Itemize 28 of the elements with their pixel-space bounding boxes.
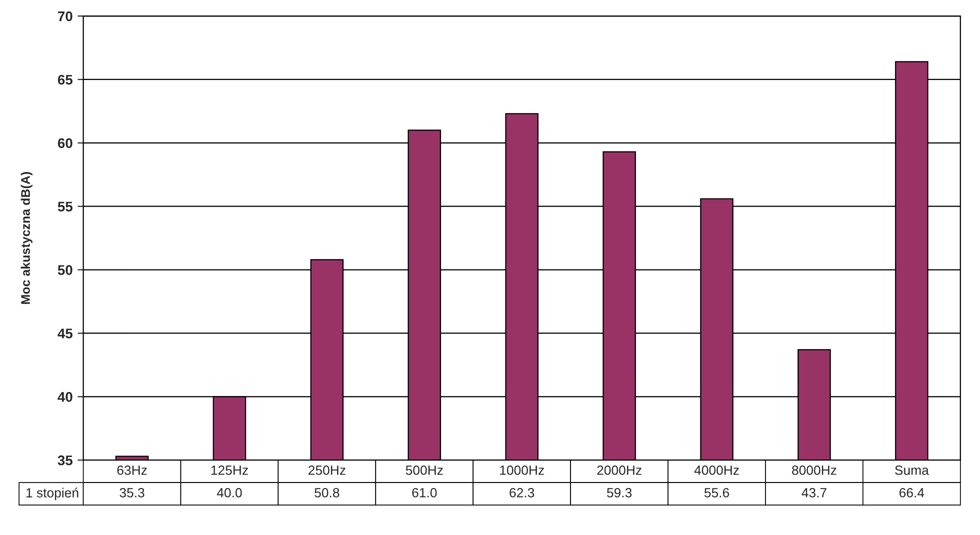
x-tick-label: 4000Hz (694, 466, 739, 475)
data-label: 59.3 (606, 488, 632, 498)
y-tick-label: 60 (58, 138, 72, 148)
data-label: 62.3 (510, 488, 534, 498)
data-label: 61.0 (412, 488, 437, 498)
x-tick-label: 1000Hz (500, 466, 544, 475)
x-tick-label: 500Hz (406, 466, 443, 475)
y-axis-title: Moc akustyczna dB(A) (20, 172, 32, 304)
text: 1 stopień (26, 488, 78, 500)
y-tick-label: 50 (58, 265, 72, 275)
data-label: 66.4 (900, 488, 924, 498)
data-label: 35.3 (120, 488, 144, 498)
x-tick-label: 8000Hz (792, 466, 836, 475)
x-tick-label: Suma (895, 466, 929, 475)
y-tick-label: 70 (58, 11, 72, 22)
y-tick-label: 35 (58, 455, 72, 466)
data-label: 43.7 (802, 488, 826, 498)
x-tick-label: 2000Hz (597, 466, 642, 475)
data-label: 40.0 (216, 488, 242, 498)
x-tick-label: 125Hz (211, 466, 248, 475)
data-label: 55.6 (704, 488, 730, 498)
y-tick-label: 45 (58, 328, 72, 338)
data-label: 50.8 (314, 488, 340, 498)
y-tick-label: 65 (58, 74, 72, 85)
x-tick-label: 63Hz (117, 466, 147, 475)
y-tick-label: 55 (58, 202, 72, 212)
x-tick-label: 250Hz (308, 466, 346, 475)
y-tick-label: 40 (58, 392, 72, 402)
